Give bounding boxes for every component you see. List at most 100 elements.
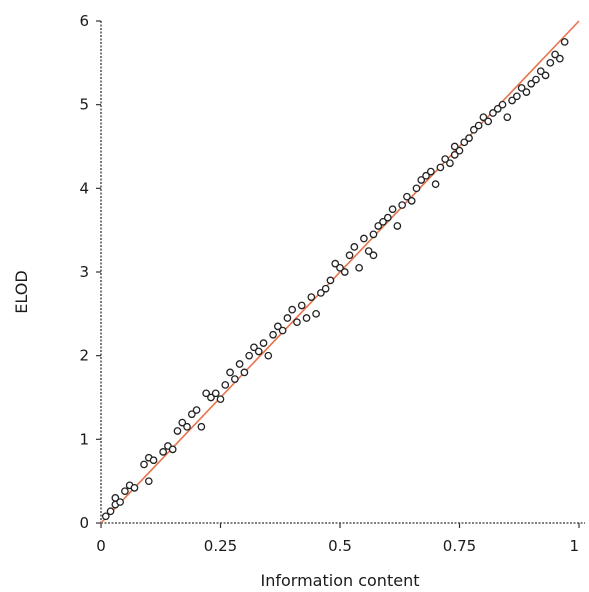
data-point [436, 163, 445, 172]
data-point [513, 92, 521, 101]
data-point [383, 213, 392, 222]
data-point [321, 284, 330, 293]
data-points [101, 38, 569, 521]
data-point [484, 117, 493, 126]
data-point [288, 305, 297, 314]
data-point [187, 410, 196, 419]
data-point [503, 113, 512, 122]
data-point [274, 322, 282, 331]
data-point [317, 289, 325, 297]
y-tick-label: 3 [79, 263, 89, 281]
data-point [431, 180, 440, 188]
data-point [278, 326, 287, 335]
data-point [336, 263, 344, 272]
data-point [508, 96, 516, 105]
data-point [360, 234, 368, 243]
data-point [245, 351, 254, 360]
y-tick-label: 5 [79, 96, 89, 114]
data-point [230, 375, 239, 383]
data-point [398, 201, 406, 209]
data-point [269, 330, 277, 339]
data-point [173, 427, 182, 435]
data-point [331, 259, 340, 268]
data-point [450, 142, 459, 151]
data-point [474, 121, 483, 130]
y-tick-label: 2 [79, 347, 89, 365]
data-point [226, 368, 234, 377]
data-point [259, 339, 268, 347]
y-tick-label: 6 [79, 12, 89, 30]
data-point [560, 38, 569, 46]
data-point [149, 456, 158, 465]
data-point [350, 243, 359, 251]
data-point [374, 222, 383, 230]
y-tick-label: 4 [79, 179, 89, 197]
data-point [254, 347, 263, 356]
data-point [235, 360, 244, 368]
data-point [197, 422, 206, 431]
data-point [369, 230, 378, 239]
data-point [111, 494, 120, 502]
data-point [106, 507, 115, 516]
x-tick-label: 0 [96, 537, 106, 555]
data-point [426, 167, 435, 176]
y-tick-label: 0 [79, 514, 89, 532]
data-point [489, 109, 497, 117]
data-point [130, 484, 139, 492]
data-point [469, 125, 478, 134]
data-point [522, 88, 531, 96]
data-point [121, 487, 129, 496]
data-point [207, 393, 215, 402]
data-point [221, 381, 230, 389]
data-point [159, 448, 167, 456]
data-point [441, 155, 450, 163]
data-point [498, 100, 507, 109]
data-point [379, 217, 387, 226]
data-point [355, 263, 363, 272]
data-point [556, 54, 564, 63]
data-point [216, 395, 225, 404]
data-point [450, 151, 459, 159]
data-point [101, 512, 110, 521]
data-point [364, 247, 373, 255]
data-point [178, 418, 187, 427]
x-tick-label: 0.5 [328, 537, 352, 555]
data-point [422, 171, 430, 180]
tick-labels: 0 1 2 3 4 5 6 0 0.25 0.5 0.75 1 [79, 12, 579, 555]
x-tick-label: 0.75 [443, 537, 476, 555]
data-point [479, 113, 488, 122]
x-tick-label: 0.25 [204, 537, 237, 555]
x-tick-label: 1 [569, 537, 579, 555]
data-point [493, 105, 502, 113]
data-point [326, 276, 335, 285]
data-point [340, 268, 349, 276]
data-point [192, 406, 201, 414]
data-point [517, 84, 526, 92]
data-point [551, 50, 559, 59]
x-axis-title: Information content [261, 571, 420, 590]
data-point [307, 293, 316, 301]
data-point [446, 159, 454, 168]
data-point [302, 314, 311, 322]
data-point [293, 318, 301, 327]
data-point [168, 445, 177, 454]
data-point [393, 222, 402, 230]
y-tick-label: 1 [79, 430, 89, 448]
data-point [465, 134, 473, 142]
data-point [183, 422, 191, 431]
data-point [546, 58, 555, 67]
tick-marks [96, 20, 580, 528]
data-point [264, 351, 273, 360]
data-point [144, 477, 153, 486]
data-point [116, 498, 124, 506]
data-point [417, 176, 426, 184]
data-point [536, 67, 545, 76]
data-point [297, 301, 306, 310]
data-point [455, 146, 464, 155]
data-point [240, 368, 249, 377]
y-axis-title: ELOD [12, 270, 31, 313]
data-point [312, 309, 320, 318]
data-point [140, 460, 148, 469]
data-point [407, 197, 416, 205]
